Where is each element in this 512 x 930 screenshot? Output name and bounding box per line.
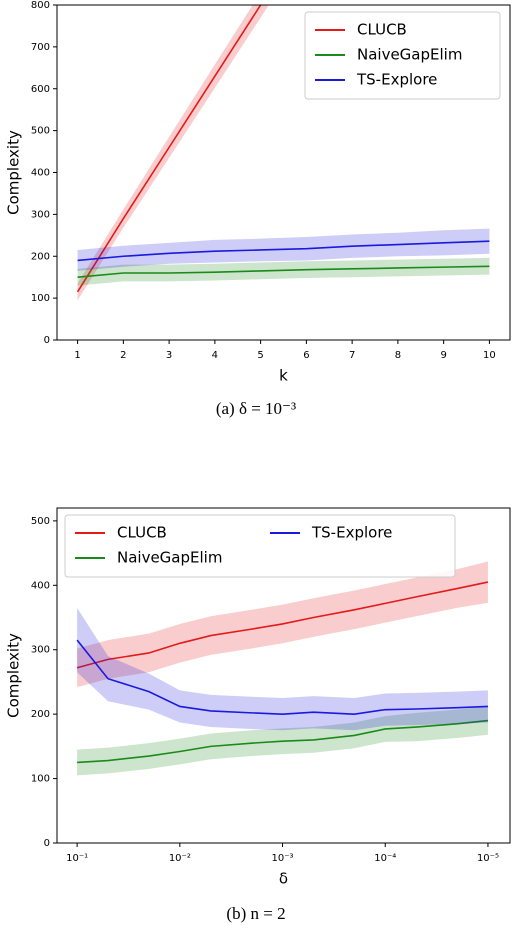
legend-box bbox=[64, 514, 456, 578]
legend-label: TS-Explore bbox=[356, 71, 437, 89]
x-tick-label: 5 bbox=[257, 350, 263, 361]
series-line bbox=[77, 719, 489, 764]
y-tick-label: 400 bbox=[31, 580, 50, 591]
y-tick-label: 800 bbox=[31, 0, 50, 11]
y-tick-label: 0 bbox=[44, 838, 50, 849]
x-tick-label: 6 bbox=[303, 350, 309, 361]
y-tick-label: 500 bbox=[31, 126, 50, 137]
y-axis-label: Complexity bbox=[5, 130, 23, 215]
y-tick-label: 100 bbox=[31, 774, 50, 785]
x-tick-label: 8 bbox=[395, 350, 401, 361]
x-tick-label: 9 bbox=[440, 350, 446, 361]
plot bbox=[76, 561, 489, 776]
y-tick-label: 300 bbox=[31, 645, 50, 656]
axes-frame bbox=[56, 4, 511, 341]
legend-label: CLUCB bbox=[357, 21, 407, 39]
caption: (a) δ = 10⁻³ bbox=[216, 399, 296, 418]
x-tick-label: 3 bbox=[166, 350, 172, 361]
y-axis-label: Complexity bbox=[5, 633, 23, 718]
y-tick-label: 300 bbox=[31, 209, 50, 220]
legend-box bbox=[304, 11, 501, 100]
plot bbox=[76, 5, 490, 301]
y-tick-label: 200 bbox=[31, 251, 50, 262]
axes-frame bbox=[56, 507, 511, 844]
x-axis-label: δ bbox=[279, 870, 288, 888]
x-tick-label: 4 bbox=[212, 350, 218, 361]
caption: (b) n = 2 bbox=[226, 904, 285, 923]
x-tick-label: 10⁻⁴ bbox=[374, 853, 396, 864]
series-line bbox=[77, 265, 490, 278]
chart: 0 100 200 300 400 500 10⁻¹ 10⁻² 10⁻³ 10⁻⁴ 10⁻⁵ δ Com… bbox=[5, 507, 511, 923]
legend-label: NaiveGapElim bbox=[117, 549, 222, 567]
x-tick-label: 10 bbox=[483, 350, 496, 361]
y-tick-label: 100 bbox=[31, 293, 50, 304]
error-band bbox=[77, 257, 490, 286]
y-tick-label: 600 bbox=[31, 84, 50, 95]
series-line bbox=[77, 240, 490, 262]
legend-label: CLUCB bbox=[117, 524, 167, 542]
y-tick-label: 400 bbox=[31, 168, 50, 179]
y-tick-label: 200 bbox=[31, 709, 50, 720]
x-tick-label: 7 bbox=[349, 350, 355, 361]
series-line bbox=[76, 5, 262, 293]
series-line bbox=[76, 581, 489, 669]
y-tick-label: 700 bbox=[31, 42, 50, 53]
x-tick-label: 10⁻¹ bbox=[66, 853, 88, 864]
error-band bbox=[77, 607, 488, 731]
legend-label: NaiveGapElim bbox=[357, 46, 462, 64]
x-tick-label: 10⁻⁵ bbox=[477, 853, 499, 864]
x-tick-label: 10⁻² bbox=[169, 853, 191, 864]
y-tick-label: 500 bbox=[31, 516, 50, 527]
x-tick-label: 1 bbox=[74, 350, 80, 361]
legend-label: TS-Explore bbox=[311, 524, 392, 542]
x-tick-label: 10⁻³ bbox=[272, 853, 294, 864]
y-tick-label: 0 bbox=[44, 335, 50, 346]
series-line bbox=[76, 639, 488, 715]
x-tick-label: 2 bbox=[120, 350, 126, 361]
x-axis-label: k bbox=[279, 367, 288, 385]
chart: 0 100 200 300 400 500 600 700 800 1 2 3 4 5 6 7 8 9 10 k Com… bbox=[5, 0, 511, 418]
